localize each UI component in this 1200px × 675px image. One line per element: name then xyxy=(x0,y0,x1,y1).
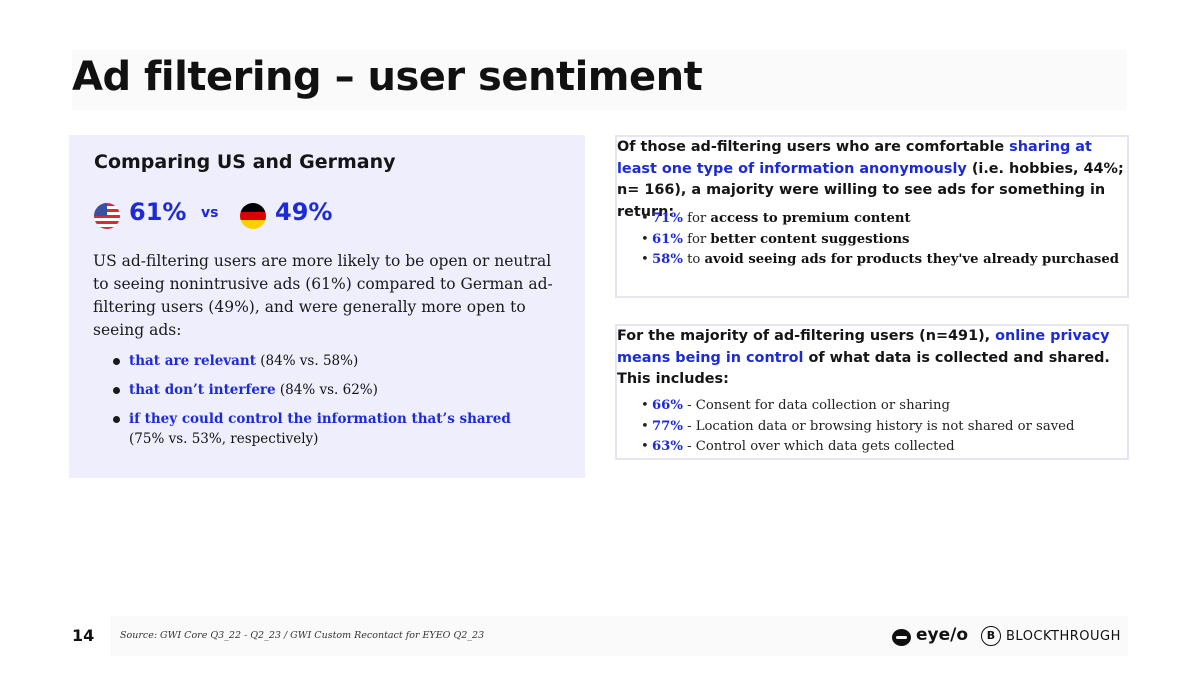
page-title: Ad filtering – user sentiment xyxy=(72,50,1127,110)
willing-to-see-ads-box: Of those ad-filtering users who are comf… xyxy=(615,135,1129,298)
list-item: if they could control the information th… xyxy=(113,409,553,449)
germany-flag-icon xyxy=(240,203,266,229)
comparison-bullets: that are relevant (84% vs. 58%) that don… xyxy=(113,351,553,458)
page-number: 14 xyxy=(72,626,95,645)
vs-label: vs xyxy=(201,205,219,221)
blockthrough-logo-text: BLOCKTHROUGH xyxy=(1006,629,1121,644)
list-item: 61% for better content suggestions xyxy=(641,230,1119,251)
box1-heading: Of those ad-filtering users who are comf… xyxy=(617,139,1124,220)
list-item: 66% - Consent for data collection or sha… xyxy=(641,396,1074,417)
comparison-body: US ad-filtering users are more likely to… xyxy=(93,252,553,339)
list-item: that are relevant (84% vs. 58%) xyxy=(113,351,553,371)
box1-list: 71% for access to premium content 61% fo… xyxy=(641,209,1119,271)
list-item: 71% for access to premium content xyxy=(641,209,1119,230)
comparison-heading: Comparing US and Germany xyxy=(94,151,396,173)
stat-comparison-row: 61% vs 49% xyxy=(94,198,354,233)
list-item: 77% - Location data or browsing history … xyxy=(641,417,1074,438)
list-item: that don’t interfere (84% vs. 62%) xyxy=(113,380,553,400)
us-percentage: 61% xyxy=(129,198,187,226)
footer-bar xyxy=(110,616,1128,656)
us-flag-icon xyxy=(94,203,120,229)
list-item: 58% to avoid seeing ads for products the… xyxy=(641,250,1119,271)
eyeo-logo-text: eye/o xyxy=(916,625,969,645)
box2-heading: For the majority of ad-filtering users (… xyxy=(617,328,1110,387)
blockthrough-mark-icon: B xyxy=(981,626,1001,646)
comparison-panel: Comparing US and Germany 61% vs 49% US a… xyxy=(69,135,585,478)
box2-list: 66% - Consent for data collection or sha… xyxy=(641,396,1074,458)
eyeo-mark-icon xyxy=(892,629,911,646)
privacy-control-box: For the majority of ad-filtering users (… xyxy=(615,324,1129,460)
list-item: 63% - Control over which data gets colle… xyxy=(641,437,1074,458)
source-note: Source: GWI Core Q3_22 - Q2_23 / GWI Cus… xyxy=(120,630,485,641)
germany-percentage: 49% xyxy=(275,198,333,226)
